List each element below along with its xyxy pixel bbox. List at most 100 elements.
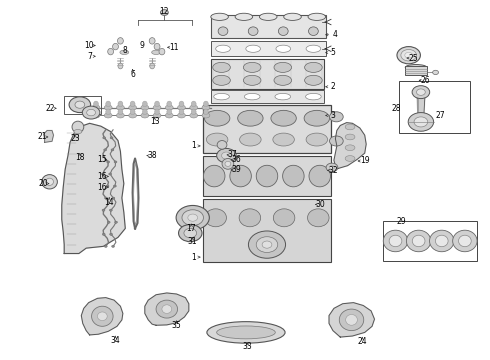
Ellipse shape [156,300,177,318]
Polygon shape [334,123,366,168]
Ellipse shape [244,62,261,72]
Polygon shape [62,123,125,253]
Text: 11: 11 [170,43,179,52]
Ellipse shape [159,48,165,55]
Ellipse shape [330,136,343,146]
Text: 24: 24 [357,337,367,346]
Ellipse shape [74,130,82,134]
Text: 16: 16 [98,183,107,192]
Ellipse shape [153,105,161,110]
Ellipse shape [102,209,105,211]
Ellipse shape [162,305,172,314]
Ellipse shape [217,326,275,339]
Ellipse shape [211,13,228,21]
Ellipse shape [111,149,114,151]
Ellipse shape [104,149,107,151]
Text: 15: 15 [97,156,107,165]
Ellipse shape [130,109,135,115]
Ellipse shape [271,111,296,126]
Ellipse shape [244,75,261,85]
Ellipse shape [274,75,292,85]
Ellipse shape [188,214,197,221]
Bar [405,66,427,75]
Ellipse shape [345,315,357,325]
Ellipse shape [248,27,258,36]
Ellipse shape [178,225,202,242]
Ellipse shape [283,165,304,187]
Ellipse shape [130,101,135,107]
Text: 31: 31 [188,237,197,246]
Text: 34: 34 [111,336,121,345]
Ellipse shape [87,109,96,116]
Ellipse shape [218,27,228,36]
Ellipse shape [92,113,100,118]
Ellipse shape [154,43,160,50]
Ellipse shape [98,312,107,320]
Bar [203,156,331,196]
Ellipse shape [416,89,425,95]
Ellipse shape [104,197,107,199]
Text: 12: 12 [160,7,169,16]
Bar [211,59,324,89]
Ellipse shape [179,101,184,107]
Ellipse shape [72,121,84,133]
Text: 7: 7 [87,52,92,61]
Ellipse shape [405,52,413,58]
Ellipse shape [110,233,113,235]
Ellipse shape [176,206,209,230]
Ellipse shape [155,101,159,107]
Ellipse shape [108,48,114,55]
Ellipse shape [238,111,263,126]
Ellipse shape [118,109,123,115]
Ellipse shape [106,101,111,107]
Text: 1: 1 [191,253,196,262]
Polygon shape [329,303,374,337]
Ellipse shape [153,113,161,118]
Ellipse shape [155,109,159,115]
Ellipse shape [213,62,230,72]
Ellipse shape [101,173,104,175]
Ellipse shape [459,235,471,247]
Text: 6: 6 [130,70,135,79]
Text: 39: 39 [231,166,241,175]
Ellipse shape [141,113,149,118]
Ellipse shape [115,221,118,223]
Ellipse shape [118,63,123,69]
Ellipse shape [104,245,107,247]
Ellipse shape [259,13,277,21]
Ellipse shape [165,105,173,110]
Ellipse shape [239,209,261,227]
Ellipse shape [230,165,251,187]
Ellipse shape [306,45,321,52]
Ellipse shape [262,241,272,248]
Ellipse shape [436,235,448,247]
Text: 17: 17 [186,224,196,233]
Text: 14: 14 [104,198,114,207]
Text: 36: 36 [231,156,241,165]
Ellipse shape [112,197,115,199]
Ellipse shape [150,63,155,69]
Ellipse shape [179,109,184,115]
Ellipse shape [118,38,123,44]
Text: 19: 19 [360,157,369,166]
Text: 1: 1 [191,141,196,150]
Bar [383,221,477,261]
Ellipse shape [235,13,253,21]
Polygon shape [81,298,123,335]
Text: 33: 33 [243,342,252,351]
Ellipse shape [308,209,329,227]
Ellipse shape [177,113,185,118]
Ellipse shape [278,27,288,36]
Text: 13: 13 [150,117,159,126]
Ellipse shape [248,231,286,258]
Text: 38: 38 [147,151,157,160]
Ellipse shape [167,101,172,107]
Ellipse shape [256,237,278,252]
Ellipse shape [113,43,119,50]
Ellipse shape [75,101,85,108]
Ellipse shape [129,113,137,118]
Ellipse shape [182,210,203,226]
Ellipse shape [406,230,431,252]
Ellipse shape [82,106,100,119]
Ellipse shape [114,161,117,163]
